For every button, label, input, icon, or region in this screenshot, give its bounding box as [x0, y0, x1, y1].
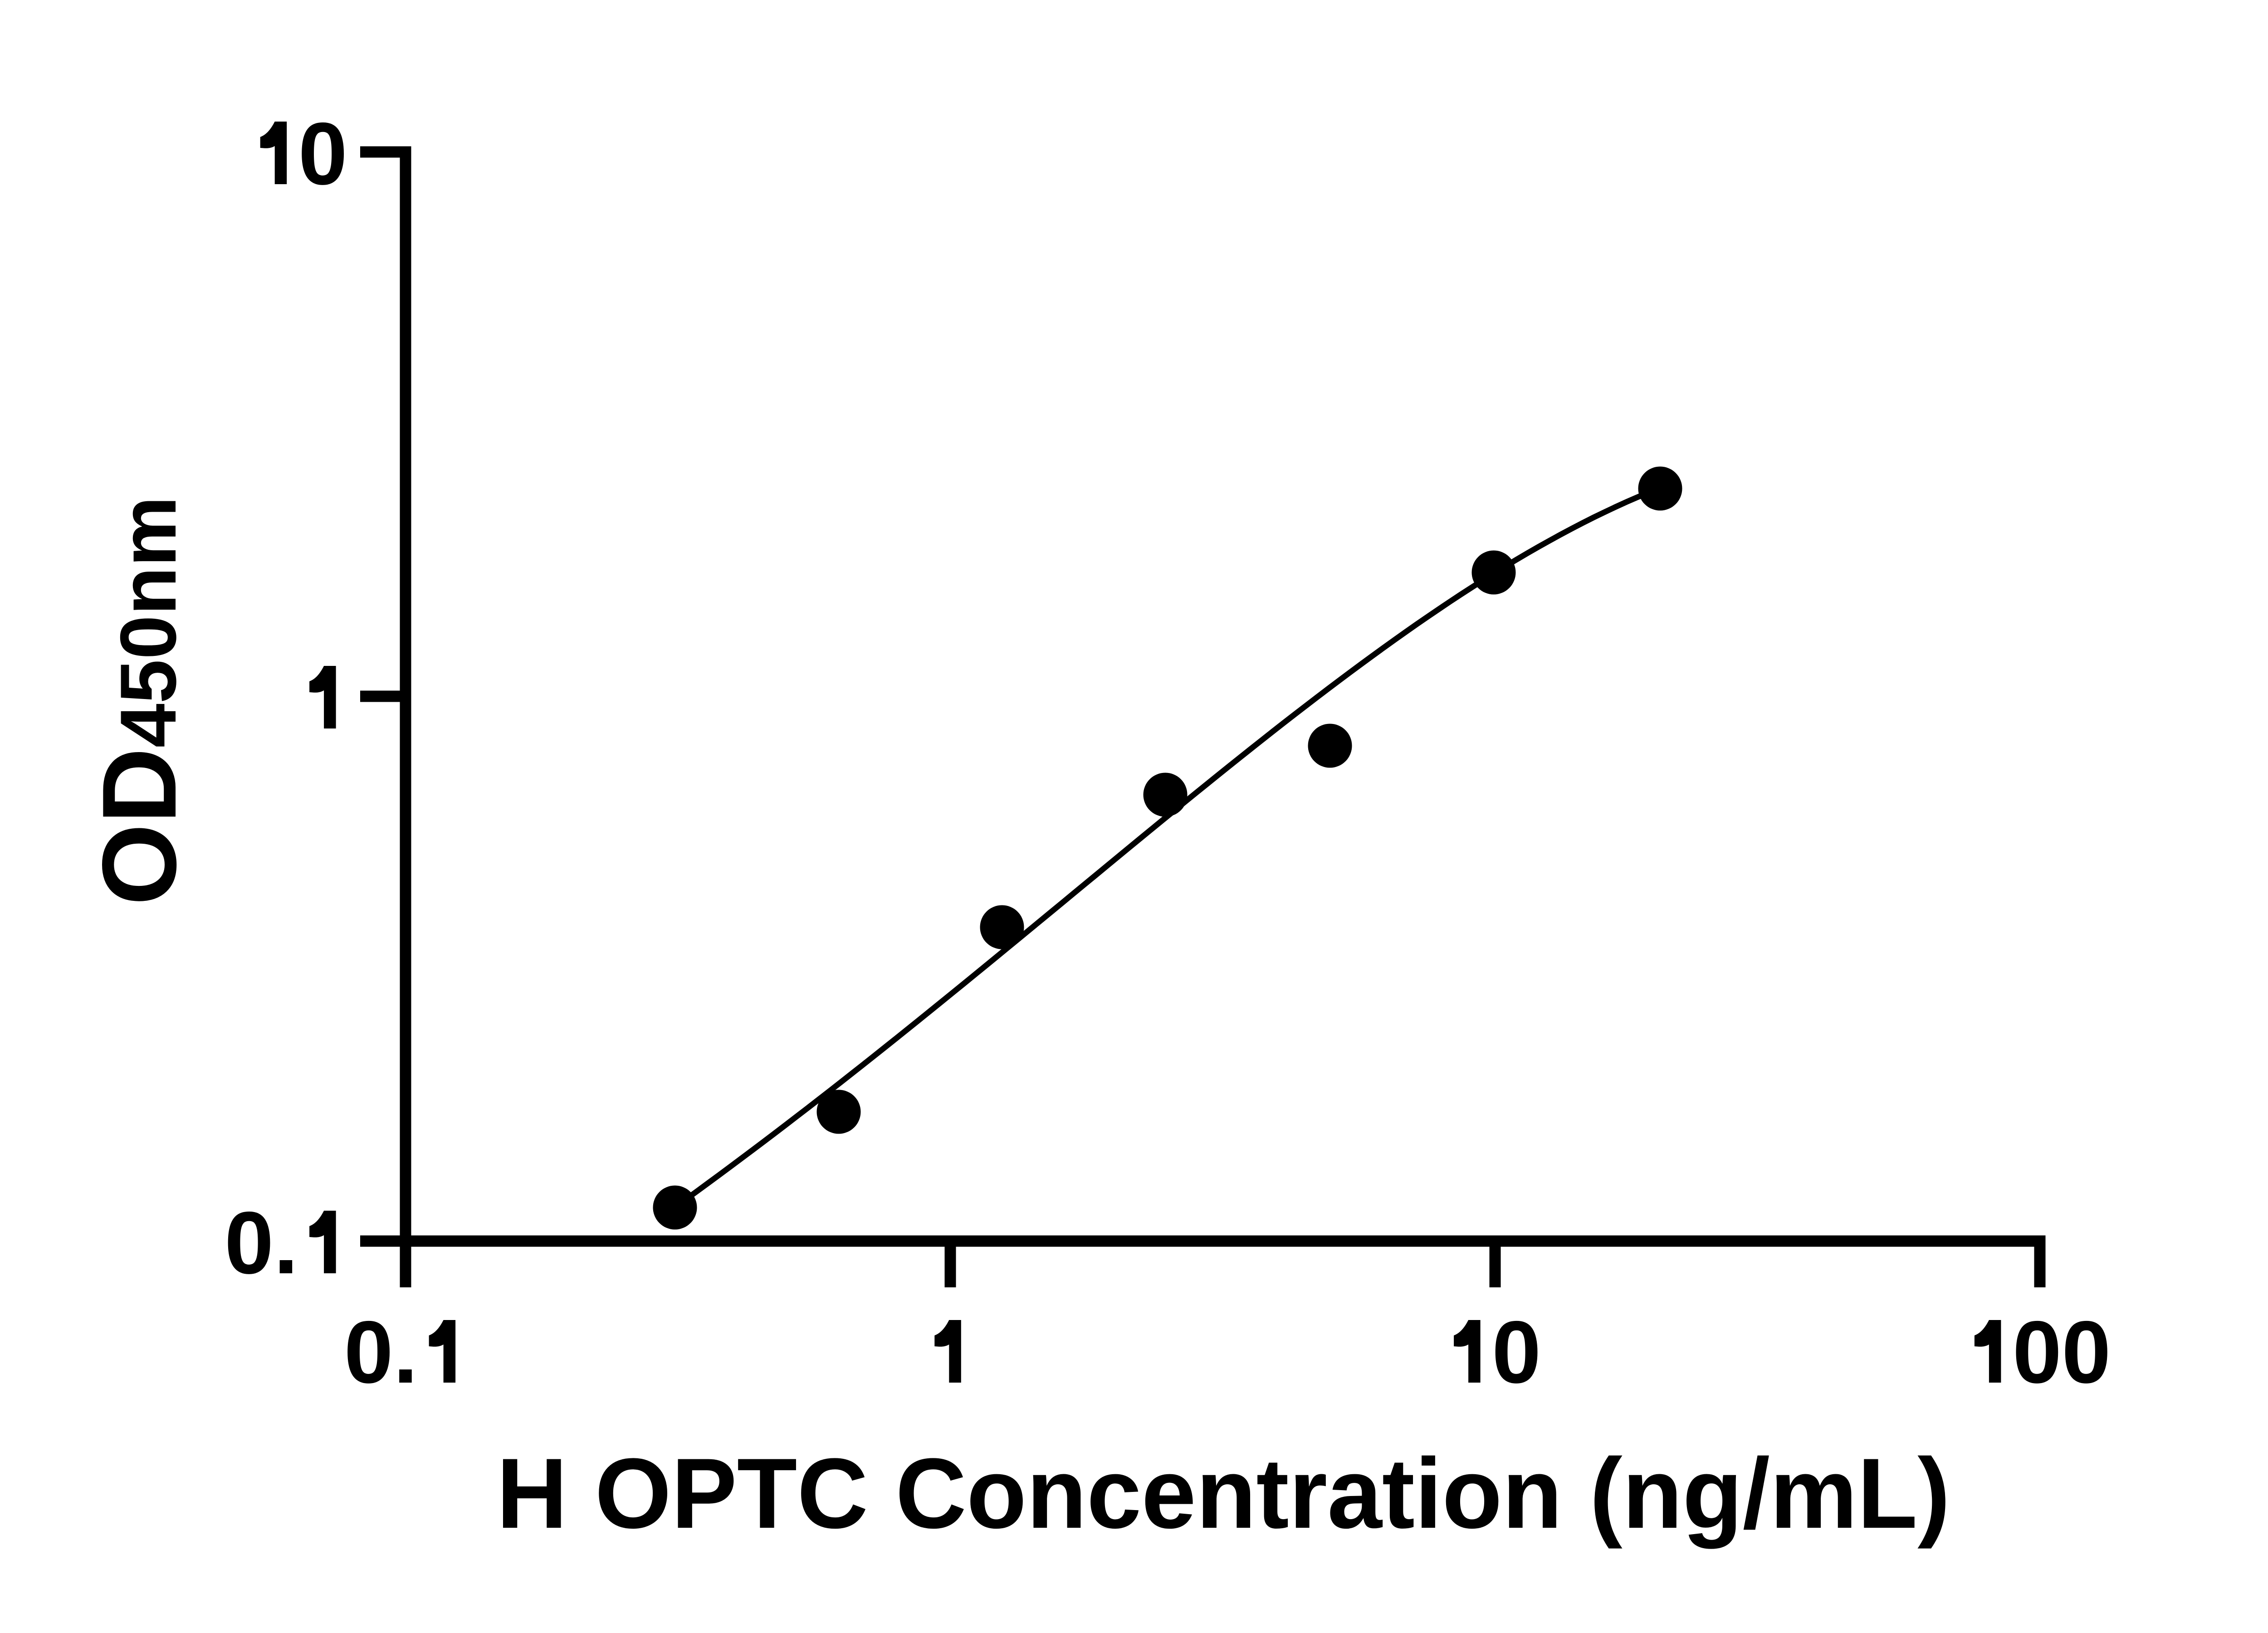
- svg-text:0.: 0.: [344, 1303, 418, 1402]
- svg-text:0: 0: [1492, 1303, 1541, 1402]
- svg-text:0.: 0.: [225, 1193, 298, 1292]
- svg-text:H OPTC Concentration (ng/mL): H OPTC Concentration (ng/mL): [497, 1437, 1950, 1549]
- svg-text:0: 0: [298, 104, 347, 203]
- svg-text:OD450nm: OD450nm: [81, 496, 198, 905]
- svg-text:00: 00: [2013, 1303, 2111, 1402]
